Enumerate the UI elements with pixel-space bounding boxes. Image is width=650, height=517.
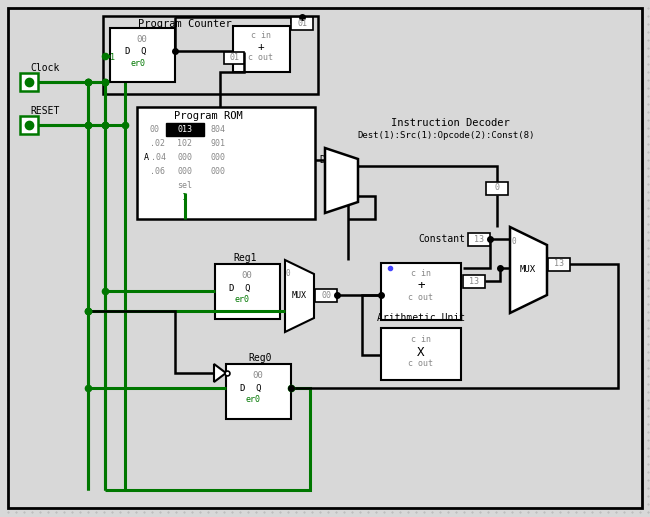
Text: 000: 000 [211,166,226,175]
Bar [381,263,461,320]
Text: 000: 000 [211,153,226,161]
Text: 13: 13 [554,260,564,268]
Text: Instruction Decoder: Instruction Decoder [391,118,510,128]
Text: Program ROM: Program ROM [174,111,242,121]
Polygon shape [285,260,314,332]
Bar [486,182,508,195]
Bar [291,17,313,30]
Polygon shape [510,227,547,313]
Text: D  Q: D Q [229,283,251,293]
Text: Reg1: Reg1 [233,253,257,263]
Text: MUX: MUX [291,292,307,300]
Bar [226,364,291,419]
Text: +: + [257,42,265,52]
Bar [463,275,485,288]
Bar [224,52,244,64]
Text: er0: er0 [131,58,146,68]
Text: Reg0: Reg0 [248,353,272,363]
Text: c in: c in [411,334,431,343]
Bar [110,28,175,82]
Text: 00: 00 [150,126,160,134]
Polygon shape [325,148,358,213]
Text: 0: 0 [495,184,499,192]
Text: 0: 0 [512,236,517,246]
Text: A: A [144,153,149,161]
Text: 00: 00 [253,372,263,381]
Text: 0: 0 [286,268,291,278]
Text: c in: c in [411,268,431,278]
Polygon shape [214,364,226,382]
Text: MUX: MUX [520,265,536,273]
Text: 1: 1 [182,192,188,202]
Text: c out: c out [408,293,434,301]
Text: 00: 00 [242,271,252,281]
Text: c out: c out [248,53,274,63]
Bar [548,258,570,271]
Text: X: X [417,345,424,358]
Bar [20,116,38,134]
Text: D  Q: D Q [125,47,147,55]
Text: 013: 013 [177,125,192,133]
Text: Arithmetic Unit: Arithmetic Unit [377,313,465,323]
Text: Clock: Clock [30,63,59,73]
Text: er0: er0 [246,396,261,404]
Text: 102: 102 [177,139,192,147]
Text: 000: 000 [177,153,192,161]
Text: c out: c out [408,359,434,369]
Text: 13: 13 [469,277,479,285]
Bar [103,16,318,94]
Text: +: + [417,279,424,292]
Text: 901: 901 [211,139,226,147]
Bar [315,289,337,302]
Text: 00: 00 [136,35,148,43]
Text: 13: 13 [474,235,484,244]
Text: RESET: RESET [30,106,59,116]
Text: 000: 000 [177,166,192,175]
Bar [137,107,315,219]
Text: Constant: Constant [418,234,465,244]
Text: 01: 01 [229,53,239,63]
Text: c in: c in [251,31,271,39]
Text: .04: .04 [151,153,166,161]
Text: sel: sel [177,180,192,190]
Text: D: D [319,155,325,165]
Text: .02: .02 [150,139,165,147]
Bar [215,264,280,319]
Text: .06: .06 [150,166,165,175]
Text: er0: er0 [235,296,250,305]
Text: 00: 00 [321,291,331,299]
Text: Dest(1):Src(1):Opcode(2):Const(8): Dest(1):Src(1):Opcode(2):Const(8) [358,130,535,140]
Text: 01: 01 [297,19,307,27]
Text: 804: 804 [211,126,226,134]
Text: Program Counter: Program Counter [138,19,232,29]
Bar [166,123,204,136]
Bar [233,26,290,72]
Text: 1: 1 [110,53,115,62]
Text: D  Q: D Q [240,384,262,392]
Bar [468,233,490,246]
Bar [20,73,38,91]
Bar [381,328,461,380]
